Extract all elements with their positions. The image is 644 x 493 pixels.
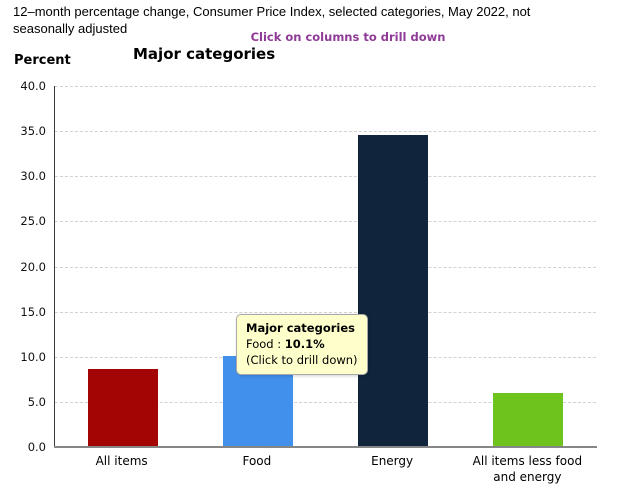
tooltip-series-label: Food :	[246, 337, 285, 351]
y-tick-label: 40.0	[20, 79, 46, 93]
tooltip: Major categories Food : 10.1% (Click to …	[236, 314, 368, 375]
tooltip-hint: (Click to drill down)	[246, 353, 358, 367]
gridline	[55, 311, 596, 313]
gridline	[55, 176, 596, 178]
y-axis-title: Percent	[14, 53, 71, 68]
bar-all-items-less-food-energy[interactable]	[493, 392, 564, 447]
y-tick-label: 30.0	[20, 169, 46, 184]
y-tick-label: 25.0	[20, 214, 46, 229]
x-axis-labels: All items Food Energy All items less foo…	[54, 454, 595, 485]
gridline	[55, 401, 596, 403]
gridline	[55, 221, 596, 223]
chart-title: Major categories	[133, 45, 276, 63]
drilldown-hint: Click on columns to drill down	[250, 30, 446, 44]
y-tick-label: 20.0	[20, 259, 46, 274]
tooltip-title: Major categories	[246, 321, 355, 335]
x-label-all-items-less: All items less food and energy	[472, 454, 583, 484]
x-label-energy: Energy	[371, 454, 414, 468]
bar-energy[interactable]	[358, 134, 429, 447]
y-tick-label: 35.0	[20, 124, 46, 139]
y-tick-label: 15.0	[20, 304, 46, 319]
gridline	[55, 266, 596, 268]
gridline	[55, 86, 596, 87]
plot-area	[54, 86, 596, 447]
page-title: 12–month percentage change, Consumer Pri…	[13, 4, 531, 36]
tooltip-value-line: Food : 10.1%	[246, 336, 358, 352]
x-label-all-items: All items	[95, 454, 148, 468]
x-axis-line	[54, 446, 597, 448]
gridline	[55, 131, 596, 133]
y-tick-label: 10.0	[20, 349, 46, 364]
bar-all-items[interactable]	[87, 369, 158, 447]
y-tick-label: 5.0	[27, 394, 46, 409]
y-tick-label: 0.0	[27, 440, 46, 454]
x-label-food: Food	[242, 454, 272, 468]
tooltip-value: 10.1%	[284, 337, 325, 351]
